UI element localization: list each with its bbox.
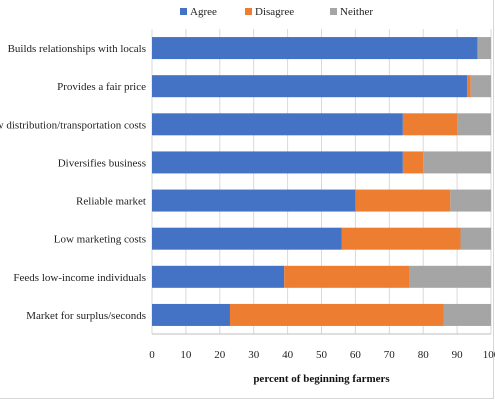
category-label: Reliable market — [76, 196, 146, 208]
category-label: Builds relationships with locals — [8, 43, 146, 55]
legend: Agree Disagree Neither — [180, 6, 373, 18]
legend-label-agree: Agree — [190, 6, 217, 18]
gridlines — [151, 29, 492, 334]
bar-disagree-7 — [229, 303, 444, 326]
x-tick-label: 60 — [350, 349, 362, 361]
x-tick-label: 40 — [282, 349, 294, 361]
bar-neither-7 — [443, 303, 491, 326]
bar-agree-5 — [152, 227, 342, 250]
bar-disagree-6 — [284, 265, 410, 288]
x-tick-label: 0 — [149, 349, 155, 361]
category-label: Feeds low-income individuals — [13, 272, 146, 284]
x-tick-label: 30 — [248, 349, 260, 361]
bar-disagree-3 — [402, 151, 424, 174]
x-tick-label: 20 — [214, 349, 226, 361]
bar-agree-0 — [152, 37, 478, 60]
category-label: Provides a fair price — [57, 81, 146, 93]
x-tick-label: 90 — [452, 349, 464, 361]
legend-swatch-neither — [330, 8, 337, 15]
bar-neither-6 — [409, 265, 491, 288]
legend-label-disagree: Disagree — [255, 6, 294, 18]
bar-neither-3 — [423, 151, 491, 174]
x-axis-title: percent of beginning farmers — [253, 373, 390, 385]
category-label: Low distribution/transportation costs — [0, 119, 146, 131]
category-label: Low marketing costs — [54, 234, 146, 246]
bar-agree-6 — [152, 265, 285, 288]
bar-disagree-1 — [467, 75, 471, 98]
bar-neither-2 — [457, 113, 491, 136]
bar-agree-3 — [152, 151, 403, 174]
legend-swatch-disagree — [245, 8, 252, 15]
bar-agree-2 — [152, 113, 403, 136]
category-label: Market for surplus/seconds — [26, 310, 146, 322]
bar-agree-7 — [152, 303, 230, 326]
x-tick-label: 10 — [180, 349, 192, 361]
bar-neither-0 — [477, 37, 491, 60]
bar-neither-1 — [470, 75, 491, 98]
x-tick-label: 70 — [384, 349, 396, 361]
bar-agree-4 — [152, 189, 356, 212]
bar-disagree-2 — [402, 113, 458, 136]
bar-neither-5 — [460, 227, 491, 250]
legend-swatch-agree — [180, 8, 187, 15]
bar-disagree-5 — [341, 227, 461, 250]
category-label: Diversifies business — [58, 157, 146, 169]
bar-disagree-4 — [355, 189, 451, 212]
x-tick-label: 80 — [418, 349, 430, 361]
bar-agree-1 — [152, 75, 468, 98]
x-tick-label: 100 — [483, 349, 495, 361]
x-tick-label: 50 — [316, 349, 328, 361]
legend-label-neither: Neither — [340, 6, 373, 18]
bar-neither-4 — [450, 189, 491, 212]
